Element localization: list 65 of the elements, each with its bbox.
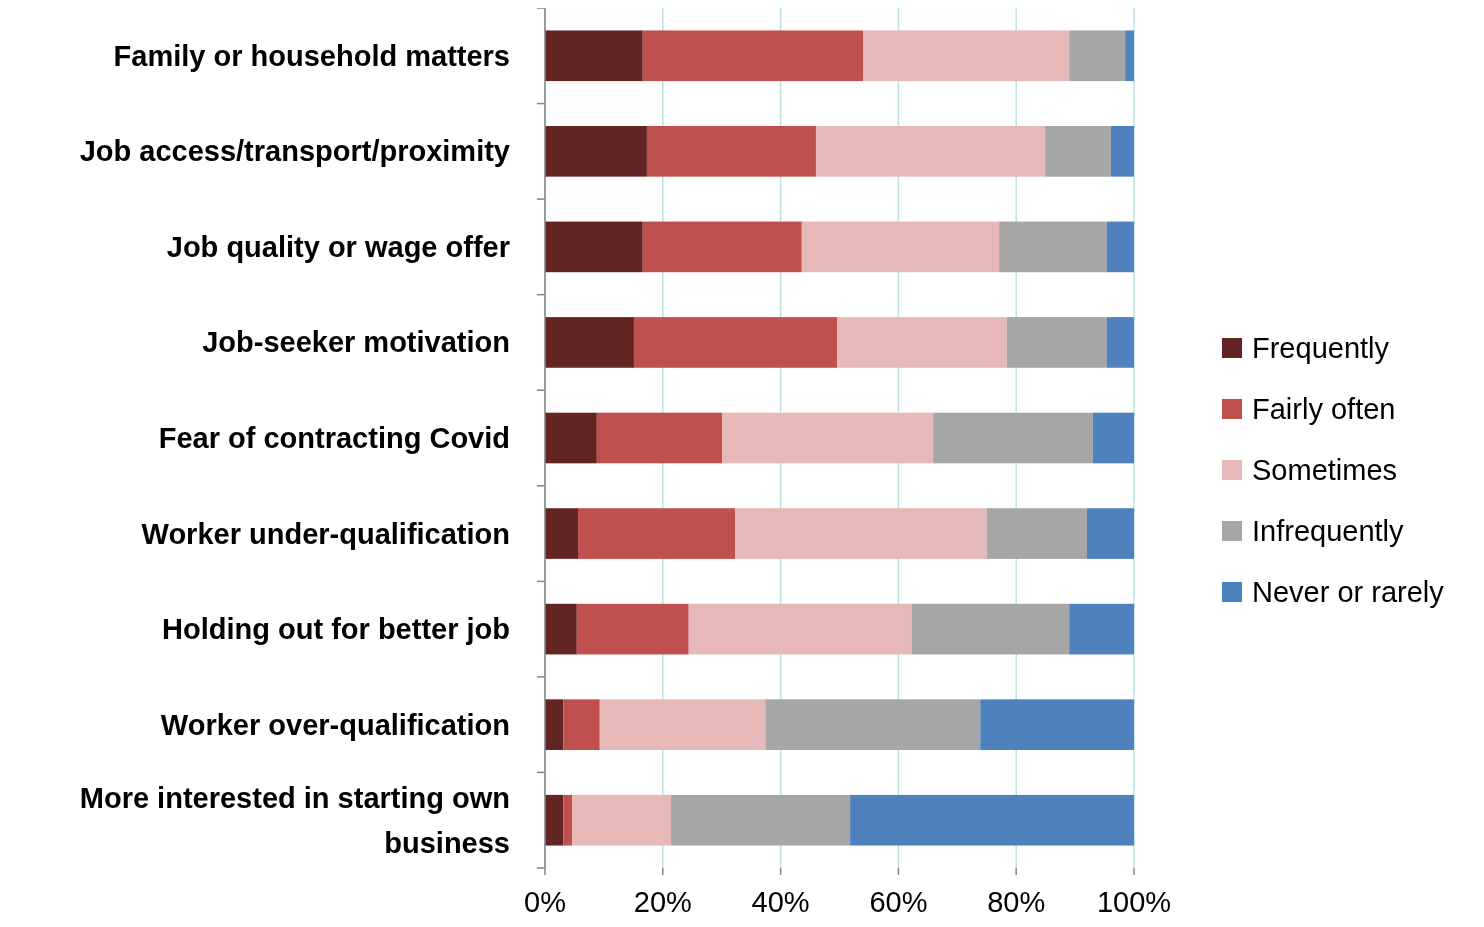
bar — [1045, 126, 1112, 177]
bar — [735, 508, 987, 559]
bar — [1069, 30, 1126, 82]
bar — [545, 30, 643, 82]
bar — [572, 794, 672, 846]
bar — [1086, 508, 1134, 559]
bar — [642, 221, 802, 273]
bar — [765, 699, 981, 750]
bar — [633, 317, 838, 368]
bar — [850, 794, 1134, 846]
bar — [563, 794, 573, 846]
bar — [545, 794, 564, 846]
bar — [545, 508, 578, 559]
bar — [646, 126, 816, 177]
x-tick-label: 40% — [751, 886, 810, 918]
bar — [563, 699, 600, 750]
bar — [642, 30, 864, 82]
bar — [1069, 603, 1134, 655]
bar — [999, 221, 1107, 273]
bar — [596, 412, 723, 464]
legend-label: Never or rarely — [1252, 576, 1445, 608]
bar — [1006, 317, 1107, 368]
y-tick-label: Fear of contracting Covid — [158, 422, 510, 454]
bar — [671, 794, 851, 846]
bar — [933, 412, 1093, 464]
bar — [545, 221, 643, 273]
legend-label: Infrequently — [1252, 515, 1405, 547]
bar — [1106, 221, 1134, 273]
legend-label: Fairly often — [1252, 393, 1396, 425]
bar — [1111, 126, 1134, 177]
bar — [980, 699, 1134, 750]
y-tick-label: Holding out for better job — [162, 613, 510, 646]
y-tick-label: Job-seeker motivation — [202, 326, 510, 359]
bar — [688, 603, 912, 655]
bar — [986, 508, 1087, 559]
bar — [1092, 412, 1134, 464]
bar — [1106, 317, 1134, 368]
bar — [577, 508, 736, 559]
x-tick-label: 60% — [869, 886, 928, 918]
bar — [863, 30, 1070, 82]
x-tick-label: 80% — [987, 886, 1046, 918]
bar — [576, 603, 689, 655]
bar — [722, 412, 934, 464]
bar — [545, 126, 647, 177]
bar — [545, 317, 634, 368]
y-tick-label: More interested in starting own business — [79, 781, 510, 859]
legend-label: Sometimes — [1252, 454, 1398, 486]
bar — [1125, 30, 1135, 82]
bar — [545, 412, 597, 464]
bar — [599, 699, 766, 750]
y-tick-label: Job access/transport/proximity — [79, 135, 510, 168]
x-tick-label: 20% — [633, 886, 692, 918]
bar — [911, 603, 1070, 655]
bar — [815, 126, 1046, 177]
bar — [801, 221, 1000, 273]
y-tick-label: Job quality or wage offer — [166, 230, 510, 263]
bar — [545, 699, 564, 750]
y-tick-label: Worker under-qualification — [141, 517, 510, 550]
bar — [545, 603, 577, 655]
x-tick-label: 100% — [1096, 886, 1172, 918]
y-tick-label: Worker over-qualification — [160, 708, 510, 741]
y-tick-label: Family or household matters — [113, 39, 510, 72]
legend-label: Frequently — [1252, 332, 1390, 364]
bar — [837, 317, 1007, 368]
x-tick-label: 0% — [524, 886, 566, 918]
